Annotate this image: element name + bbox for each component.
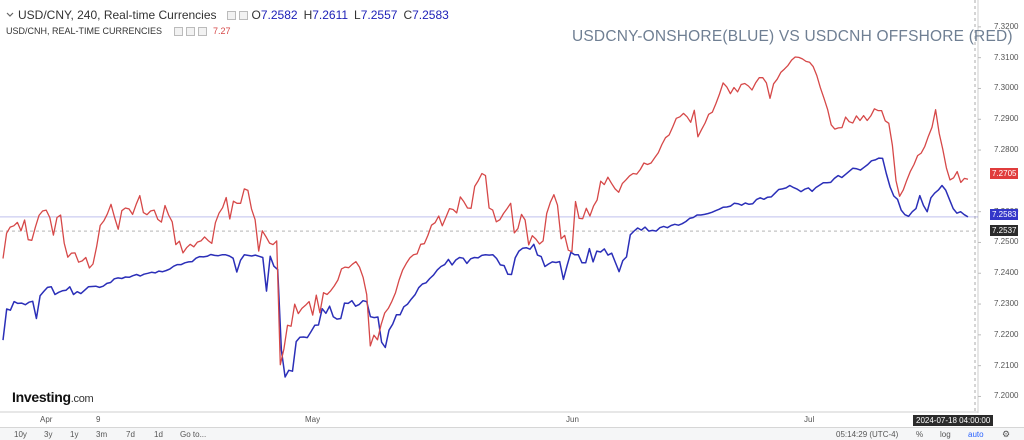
series-line-usdcnh: [2, 56, 969, 366]
log-toggle[interactable]: log: [940, 430, 951, 439]
y-tick-label: 7.2400: [994, 268, 1019, 278]
y-tick-label: 7.3000: [994, 83, 1019, 93]
y-tick-label: 7.2100: [994, 360, 1019, 370]
settings-icon[interactable]: [238, 10, 248, 20]
x-tick-label: May: [305, 415, 321, 424]
y-tick-label: 7.2200: [994, 329, 1019, 339]
x-tick-label: Apr: [40, 415, 53, 424]
x-tick-label: 9: [96, 415, 101, 424]
settings-icon[interactable]: [186, 26, 196, 36]
gear-icon[interactable]: ⚙: [1002, 429, 1011, 439]
compare-symbol-title: USD/CNH, REAL-TIME CURRENCIES: [6, 26, 163, 36]
y-tick-label: 7.2500: [994, 237, 1019, 247]
bottom-toolbar: 10y 3y 1y 3m 7d 1d Go to... 05:14:29 (UT…: [0, 427, 1024, 440]
range-3y-button[interactable]: 3y: [44, 430, 53, 439]
range-1d-button[interactable]: 1d: [154, 430, 163, 439]
eye-icon[interactable]: [226, 10, 236, 20]
y-tick-label: 7.2300: [994, 299, 1019, 309]
y-tick-label: 7.2800: [994, 145, 1019, 155]
series-line-usdcny: [2, 157, 969, 378]
main-symbol-legend[interactable]: USD/CNY, 240, Real-time Currencies O7.25…: [6, 8, 455, 22]
close-value: 7.2583: [412, 8, 449, 22]
offshore-price-tag: 7.2705: [990, 168, 1019, 179]
low-value: 7.2557: [360, 8, 398, 22]
y-tick-label: 7.2000: [994, 391, 1019, 401]
percent-toggle[interactable]: %: [916, 430, 924, 439]
symbol-title: USD/CNY, 240, Real-time Currencies: [18, 8, 217, 22]
y-tick-label: 7.3200: [994, 21, 1019, 31]
open-value: 7.2582: [260, 8, 298, 22]
range-7d-button[interactable]: 7d: [126, 430, 135, 439]
compare-value: 7.27: [213, 26, 231, 36]
x-tick-label: Jul: [804, 415, 815, 424]
range-10y-button[interactable]: 10y: [14, 430, 27, 439]
close-icon[interactable]: [198, 26, 208, 36]
crosshair-time-tag: 2024-07-18 04:00:00: [913, 415, 994, 426]
go-to-button[interactable]: Go to...: [180, 430, 207, 439]
auto-toggle[interactable]: auto: [968, 430, 984, 439]
y-tick-label: 7.2900: [994, 114, 1019, 124]
chart-title: USDCNY-ONSHORE(BLUE) VS USDCNH OFFSHORE …: [572, 28, 1013, 45]
crosshair-price-tag: 7.2537: [990, 225, 1019, 236]
y-tick-label: 7.3100: [994, 52, 1019, 62]
range-1y-button[interactable]: 1y: [70, 430, 79, 439]
ohlc-values: O7.2582 H7.2611 L7.2557 C7.2583: [251, 8, 449, 22]
investing-logo: Investing.com: [12, 389, 94, 405]
range-3m-button[interactable]: 3m: [96, 430, 108, 439]
clock-readout: 05:14:29 (UTC-4): [836, 430, 899, 439]
chevron-down-icon[interactable]: [6, 11, 14, 19]
x-tick-label: Jun: [566, 415, 579, 424]
eye-icon[interactable]: [174, 26, 184, 36]
high-value: 7.2611: [312, 8, 349, 22]
onshore-price-tag: 7.2583: [990, 209, 1019, 220]
compare-symbol-legend[interactable]: USD/CNH, REAL-TIME CURRENCIES 7.27: [6, 26, 231, 36]
